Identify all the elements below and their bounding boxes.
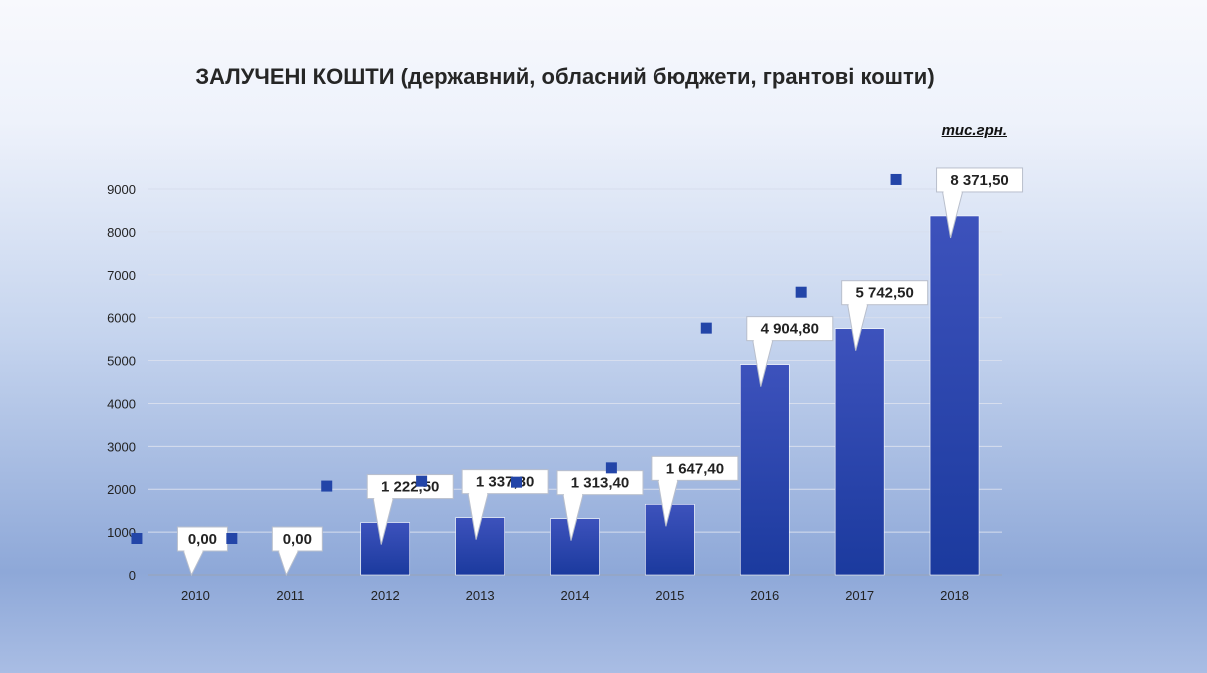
callout-joint bbox=[943, 189, 962, 193]
callout-joint bbox=[184, 549, 203, 552]
callout-pointer bbox=[182, 550, 205, 577]
data-label: 1 337,30 bbox=[476, 474, 534, 491]
bar bbox=[834, 328, 885, 576]
callout-joint bbox=[848, 302, 867, 306]
x-tick-label: 2010 bbox=[181, 588, 210, 603]
data-label: 0,00 bbox=[188, 531, 217, 548]
x-tick-label: 2012 bbox=[371, 588, 400, 603]
series-marker bbox=[226, 533, 238, 544]
x-tick-label: 2014 bbox=[561, 588, 590, 603]
unit-label: тис.грн. bbox=[941, 122, 1007, 139]
y-tick-label: 9000 bbox=[107, 182, 136, 197]
y-axis: 0 1000 2000 3000 4000 5000 6000 7000 8000 9000 bbox=[107, 182, 136, 583]
data-labels: 0,00 0,00 1 222,50 1 337,30 1 313,40 1 647,40… bbox=[131, 167, 1024, 577]
y-tick-label: 5000 bbox=[107, 354, 136, 369]
callout-box bbox=[366, 474, 454, 500]
data-label: 1 313,40 bbox=[571, 475, 629, 492]
x-axis: 2010 2011 2012 2013 2014 2015 2016 2017 2018 bbox=[181, 588, 969, 603]
data-label: 1 647,40 bbox=[666, 460, 724, 477]
callout-box bbox=[936, 167, 1024, 193]
callout-joint bbox=[374, 496, 393, 500]
bar bbox=[739, 364, 790, 576]
series-marker bbox=[416, 475, 428, 487]
bar bbox=[645, 504, 695, 576]
y-tick-label: 3000 bbox=[107, 439, 136, 454]
series-marker bbox=[605, 462, 617, 474]
series-marker bbox=[321, 480, 333, 492]
bars bbox=[360, 215, 980, 576]
callout-joint bbox=[564, 492, 582, 496]
callout-joint bbox=[753, 338, 772, 342]
y-tick-label: 0 bbox=[129, 568, 136, 583]
y-tick-label: 8000 bbox=[107, 225, 136, 240]
y-tick-label: 6000 bbox=[107, 311, 136, 326]
callout-joint bbox=[279, 549, 298, 552]
x-tick-label: 2015 bbox=[655, 588, 684, 603]
x-tick-label: 2016 bbox=[750, 588, 779, 603]
series-marker bbox=[890, 173, 902, 185]
callout-pointer bbox=[277, 550, 300, 577]
y-tick-label: 7000 bbox=[107, 268, 136, 283]
callout-box bbox=[651, 455, 739, 481]
data-label: 1 222,50 bbox=[381, 479, 439, 496]
callout-box bbox=[746, 316, 834, 342]
data-label: 4 904,80 bbox=[761, 321, 819, 338]
x-tick-label: 2013 bbox=[466, 588, 495, 603]
x-tick-label: 2017 bbox=[845, 588, 874, 603]
callout-joint bbox=[469, 491, 488, 495]
x-tick-label: 2018 bbox=[940, 588, 969, 603]
chart-title: ЗАЛУЧЕНІ КОШТИ (державний, обласний бюдж… bbox=[195, 64, 935, 89]
y-tick-label: 2000 bbox=[107, 482, 136, 497]
series-marker bbox=[131, 533, 143, 544]
x-tick-label: 2011 bbox=[276, 588, 304, 603]
data-label: 0,00 bbox=[283, 531, 312, 548]
callout-box bbox=[556, 470, 644, 496]
bar bbox=[929, 215, 980, 576]
series-marker bbox=[700, 322, 712, 334]
y-tick-label: 4000 bbox=[107, 396, 136, 411]
callout-joint bbox=[658, 478, 677, 482]
y-tick-label: 1000 bbox=[107, 525, 136, 540]
series-marker bbox=[795, 286, 807, 298]
callout-box bbox=[841, 280, 929, 306]
data-label: 8 371,50 bbox=[950, 172, 1008, 189]
data-label: 5 742,50 bbox=[855, 285, 913, 302]
callout-box bbox=[461, 469, 549, 495]
series-marker bbox=[511, 476, 522, 488]
